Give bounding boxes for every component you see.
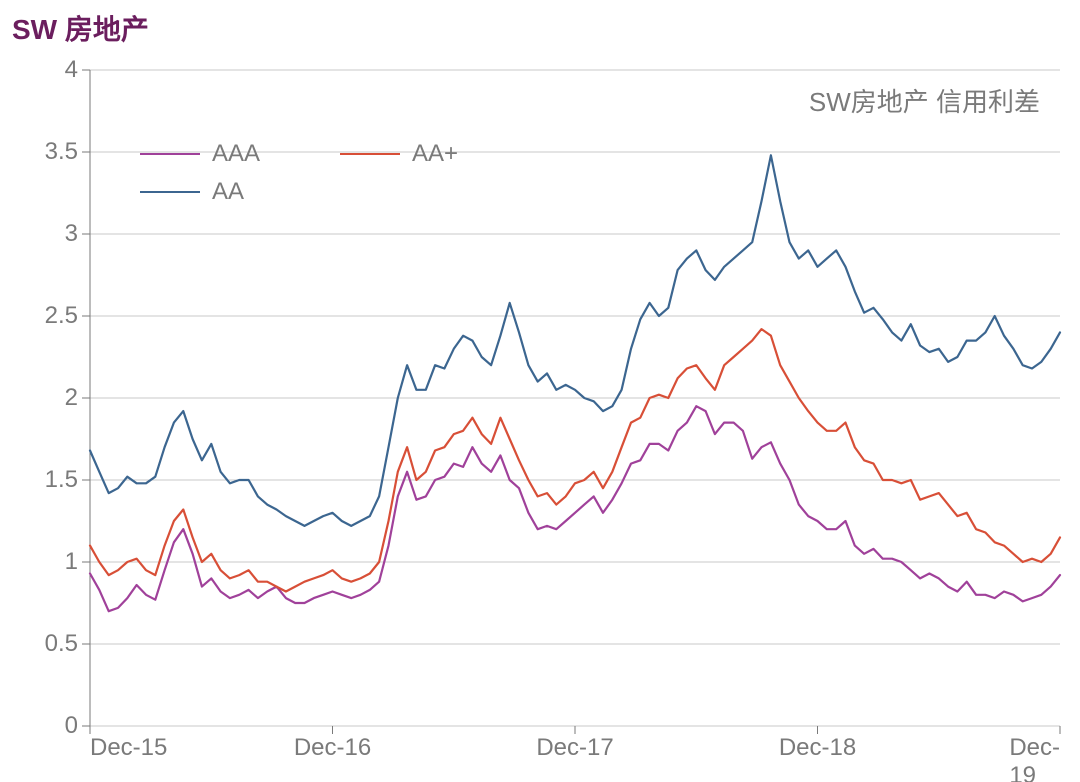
series-line-aaa [90, 406, 1060, 611]
x-tick-label: Dec-16 [294, 734, 371, 762]
legend-swatch-aaplus [340, 153, 400, 155]
x-tick-label: Dec-15 [90, 734, 167, 762]
y-tick-label: 1.5 [45, 466, 78, 494]
legend-swatch-aaa [140, 153, 200, 155]
series-line-aaplus [90, 329, 1060, 591]
y-tick-label: 1 [65, 548, 78, 576]
y-tick-label: 0.5 [45, 630, 78, 658]
y-tick-label: 3 [65, 220, 78, 248]
legend-label-aaa: AAA [212, 140, 260, 168]
x-tick-label: Dec-18 [779, 734, 856, 762]
x-tick-label: Dec-19 [1009, 734, 1060, 782]
legend-item-aaplus: AA+ [340, 140, 458, 168]
y-tick-label: 3.5 [45, 138, 78, 166]
y-tick-label: 0 [65, 712, 78, 740]
legend-item-aa: AA [140, 178, 244, 206]
legend-label-aaplus: AA+ [412, 140, 458, 168]
legend-item-aaa: AAA [140, 140, 260, 168]
y-tick-label: 4 [65, 56, 78, 84]
legend-label-aa: AA [212, 178, 244, 206]
legend-swatch-aa [140, 191, 200, 193]
chart-container: SW 房地产 SW房地产 信用利差 AAA AA+ AA 00.511.522.… [0, 0, 1080, 782]
x-tick-label: Dec-17 [536, 734, 613, 762]
series-line-aa [90, 155, 1060, 526]
y-tick-label: 2.5 [45, 302, 78, 330]
y-tick-label: 2 [65, 384, 78, 412]
chart-subtitle: SW房地产 信用利差 [809, 82, 1040, 119]
